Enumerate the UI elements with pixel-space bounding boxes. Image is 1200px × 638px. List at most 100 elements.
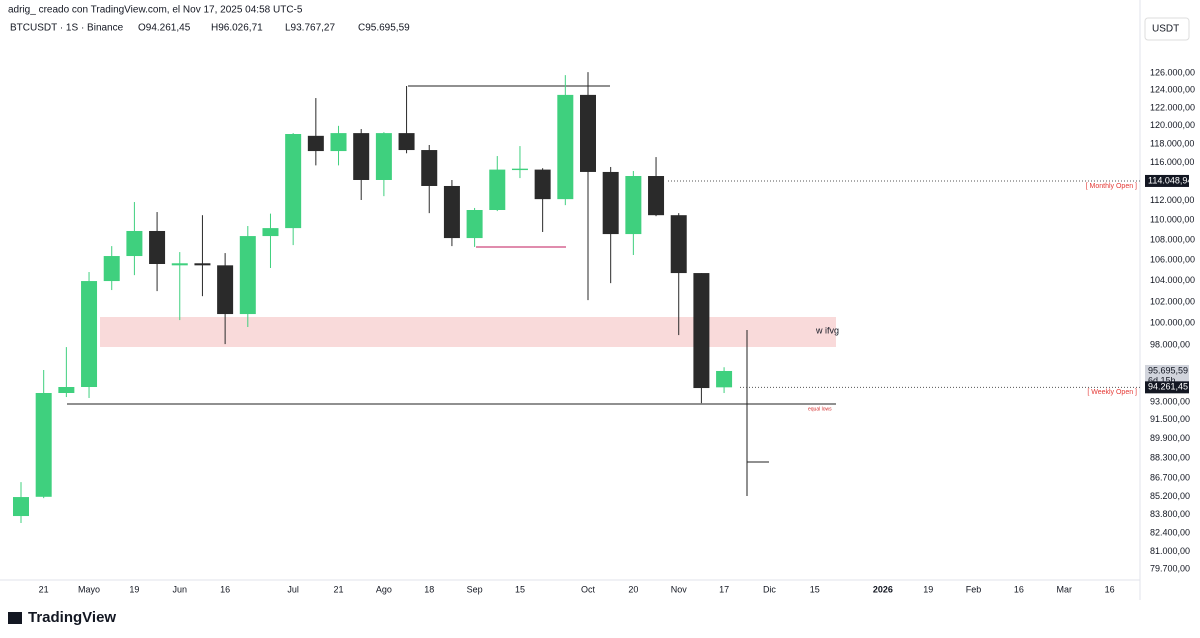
ohlc-low: L93.767,27 [285,23,335,34]
candle-body [307,135,324,152]
candle-body [625,176,642,235]
x-tick-label: 16 [220,584,230,594]
price-label: 114.048,94 [1148,175,1192,185]
y-tick-label: 93.000,00 [1150,396,1190,406]
x-tick-label: Dic [763,584,776,594]
price-label: 95.695,59 [1148,365,1188,375]
x-tick-label: 15 [515,584,525,594]
y-tick-label: 110.000,00 [1150,214,1194,224]
x-tick-label: Jul [287,584,299,594]
x-tick-label: Nov [671,584,688,594]
candle-body [648,176,665,216]
y-tick-label: 85.200,00 [1150,491,1190,501]
candle-body [285,134,302,229]
candle-body [126,230,143,257]
currency-box[interactable] [1144,17,1190,41]
candle-body [670,215,687,274]
candle-body [262,228,279,237]
ohlc-close: C95.695,59 [358,23,410,34]
y-tick-label: 120.000,00 [1150,120,1195,130]
y-tick-label: 88.300,00 [1150,452,1190,462]
price-label-box [1145,174,1189,187]
y-tick-label: 118.000,00 [1150,138,1194,148]
candle-body [716,370,733,388]
x-tick-label: Ago [376,584,392,594]
x-tick-label: 15 [810,584,820,594]
y-tick-label: 106.000,00 [1150,255,1195,265]
candle-body [375,133,392,180]
candle-body [557,94,574,200]
candle-body [353,133,370,180]
y-tick-label: 108.000,00 [1150,234,1195,244]
y-tick-label: 100.000,00 [1150,318,1195,328]
y-tick-label: 116.000,00 [1150,157,1194,167]
y-tick-label: 98.000,00 [1150,340,1190,350]
brand: TradingView [28,609,116,626]
x-tick-label: 19 [923,584,933,594]
price-label: 94.261,45 [1148,382,1188,392]
candle-body [35,392,52,497]
candle-body [81,281,98,388]
candle-body [171,263,188,266]
candle-body [421,150,438,186]
candle-body [443,185,460,239]
candle-body [217,265,234,315]
x-tick-label: 21 [334,584,344,594]
candle-body [239,236,256,315]
x-tick-label: Mar [1057,584,1073,594]
symbol: BTCUSDT · 1S · Binance [10,23,124,34]
level-note: [ Monthly Open ] [1086,183,1137,190]
y-tick-label: 79.700,00 [1150,563,1190,573]
candle-body [489,169,506,211]
y-tick-label: 104.000,00 [1150,275,1195,285]
y-tick-label: 91.500,00 [1150,414,1190,424]
candle-body [398,133,415,151]
candle-body [330,133,347,152]
fvg-zone [100,317,836,347]
candle-body [466,210,483,239]
x-tick-label: 16 [1105,584,1115,594]
x-tick-label: 2026 [873,584,893,594]
candle-body [58,387,75,393]
candle-body [149,230,166,265]
candle-body [194,263,211,266]
x-tick-label: 16 [1014,584,1024,594]
x-tick-label: Oct [581,584,596,594]
x-tick-label: Sep [467,584,483,594]
x-tick-label: Feb [966,584,982,594]
candle-body [693,273,710,389]
credit: adrig_ creado con TradingView.com, el No… [8,5,303,16]
candle-body [580,94,596,172]
candle-body [13,497,29,517]
ohlc-high: H96.026,71 [211,23,263,34]
countdown: 6d 15h [1148,375,1176,385]
equal-lows-label: equal lows [808,406,832,412]
x-tick-label: 20 [628,584,638,594]
y-tick-label: 126.000,00 [1150,67,1195,77]
y-tick-label: 112.000,00 [1150,195,1194,205]
x-tick-label: 21 [39,584,49,594]
x-tick-label: 17 [719,584,729,594]
candle-body [602,171,619,235]
y-tick-label: 82.400,00 [1150,527,1190,537]
ohlc-open: O94.261,45 [138,23,191,34]
x-tick-label: 19 [129,584,139,594]
y-tick-label: 89.900,00 [1150,433,1190,443]
y-tick-label: 83.800,00 [1150,509,1190,519]
candle-body [534,169,551,200]
candle-body [103,256,120,282]
y-tick-label: 86.700,00 [1150,472,1190,482]
y-tick-label: 122.000,00 [1150,102,1195,112]
candle-body [511,168,528,171]
x-tick-label: Mayo [78,584,100,594]
y-tick-label: 81.000,00 [1150,546,1190,556]
price-label-box [1145,381,1189,394]
logo: TradingView [8,609,116,626]
fvg-label: w ifvg [815,325,839,335]
currency[interactable]: USDT [1152,24,1179,35]
y-tick-label: 102.000,00 [1150,296,1195,306]
x-tick-label: Jun [173,584,188,594]
level-note: [ Weekly Open ] [1087,389,1137,396]
y-tick-label: 124.000,00 [1150,85,1195,95]
